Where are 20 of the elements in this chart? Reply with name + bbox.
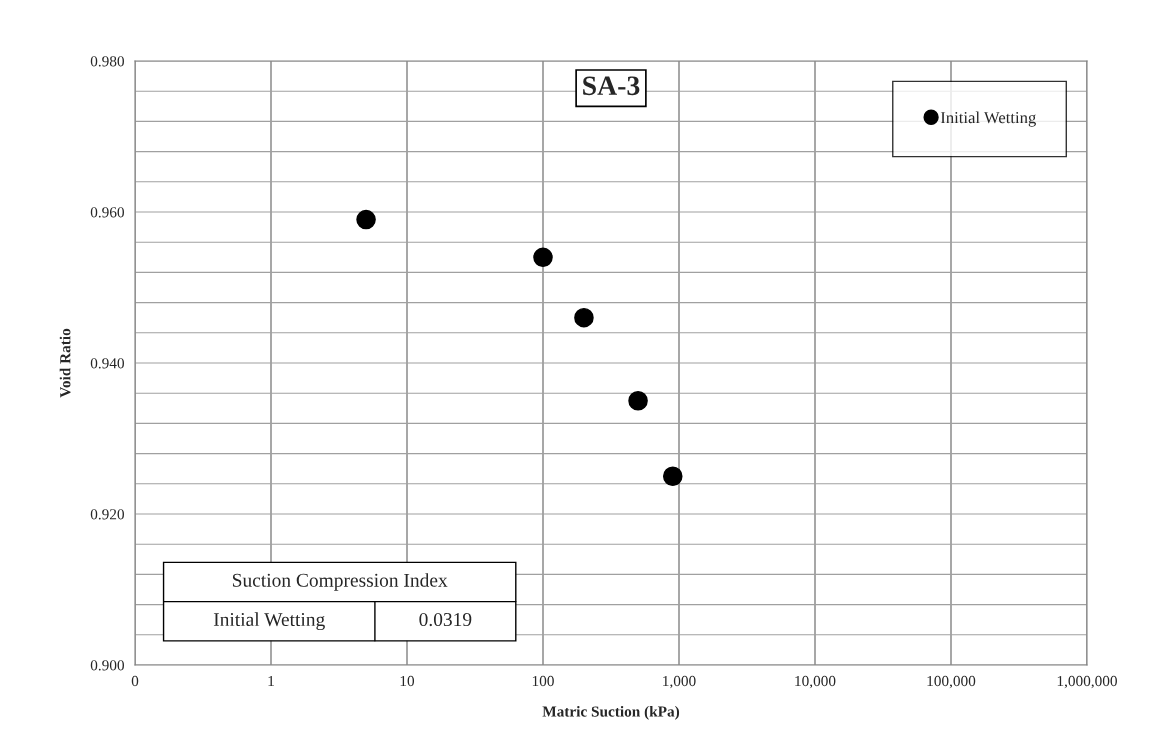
x-tick-label: 1,000,000 [1057,675,1117,689]
y-tick-label: 0.900 [90,660,124,671]
x-tick-label: 1,000 [663,675,696,689]
y-axis-title: Void Ratio [59,328,71,398]
y-tick-label: 0.960 [90,207,124,218]
legend-label: Initial Wetting [940,111,1036,127]
y-tick-label: 0.920 [90,509,124,520]
x-tick-label: 1 [268,675,274,687]
x-tick-label: 0 [131,675,139,687]
y-tick-label: 0.940 [90,358,124,369]
x-axis-title: Matric Suction (kPa) [542,705,680,720]
x-tick-label: 100,000 [927,675,976,689]
annotation: Initial Wetting [213,612,325,631]
annotation: 0.0319 [419,612,472,627]
chart-title: SA-3 [583,76,640,96]
y-tick-label: 0.980 [90,56,124,67]
x-tick-label: 10 [400,675,415,687]
annotation: Suction Compression Index [232,573,448,591]
x-tick-label: 10,000 [795,675,836,689]
x-tick-label: 100 [532,675,554,687]
